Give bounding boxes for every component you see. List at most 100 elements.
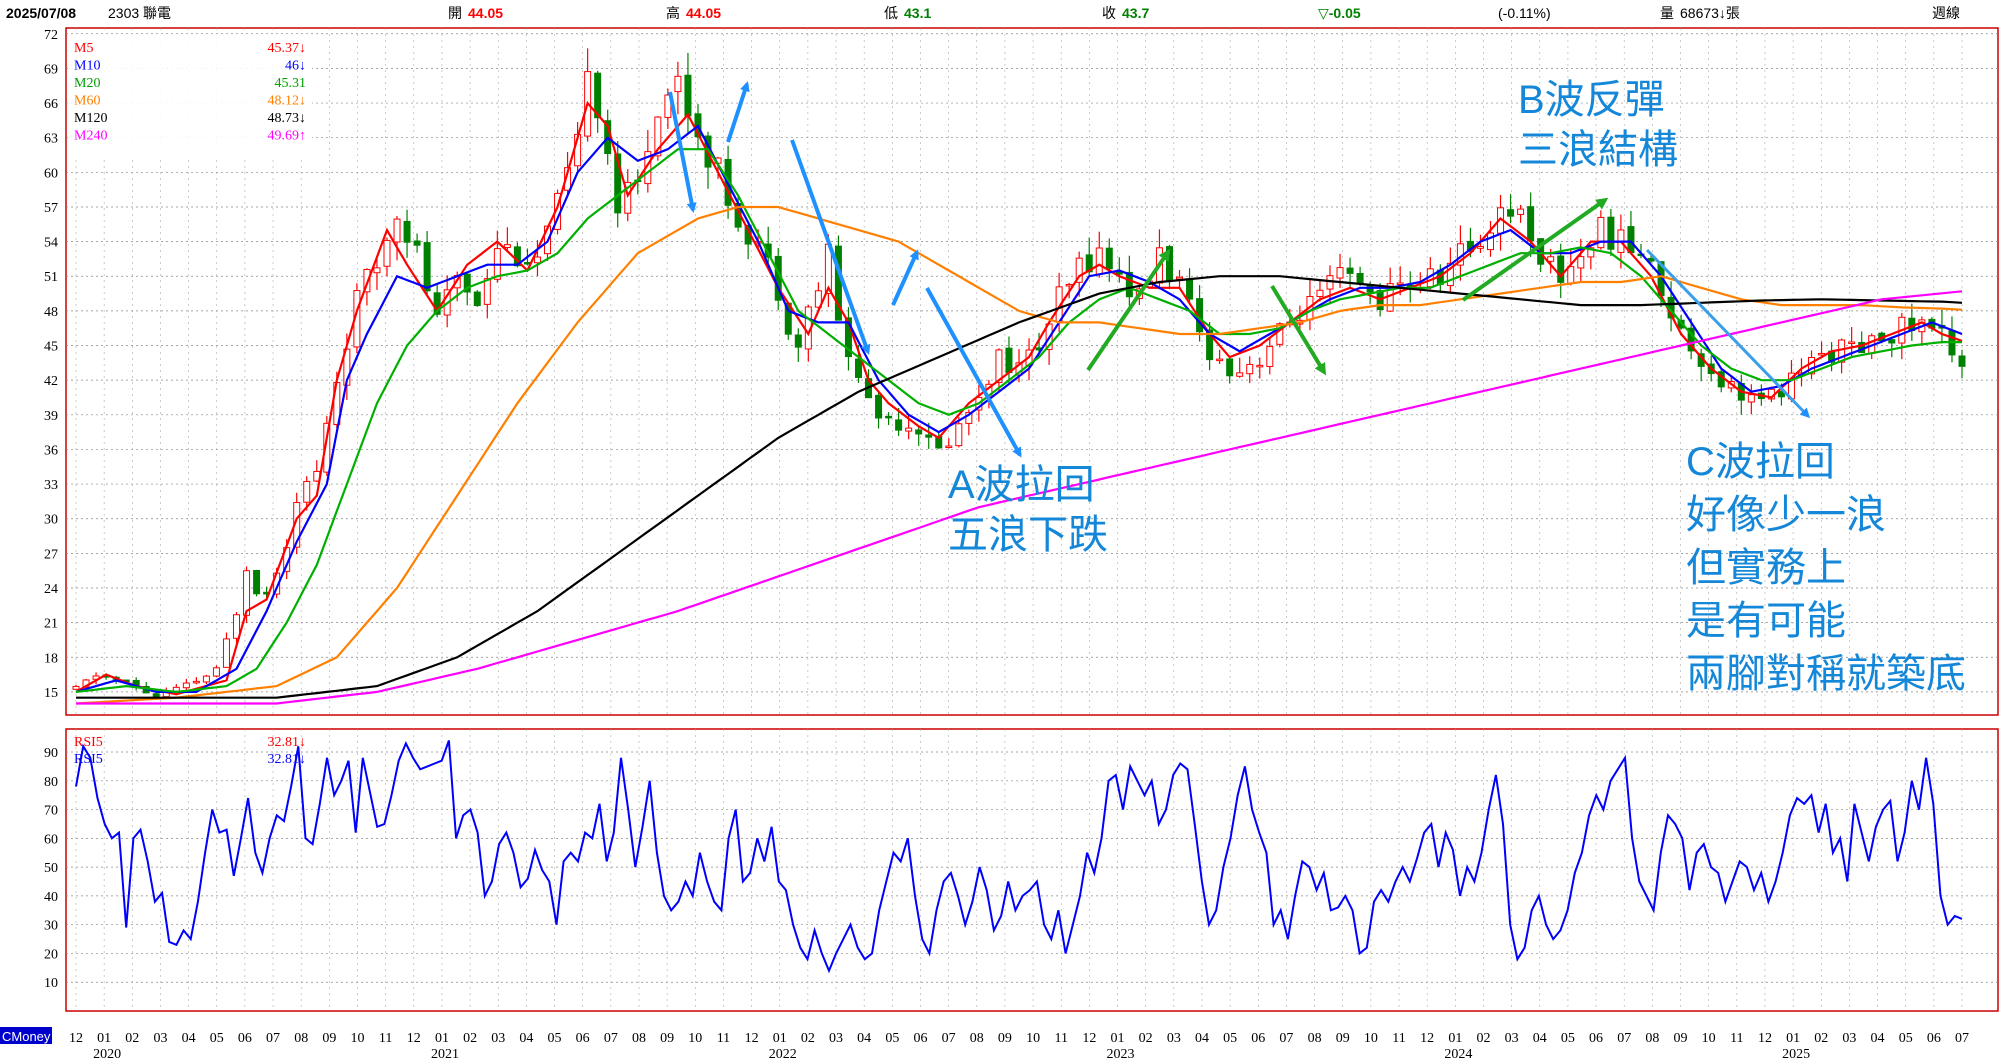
month-tick-label: 07 <box>1617 1031 1631 1046</box>
candle-body <box>182 682 190 689</box>
price-tick-label: 60 <box>44 166 58 181</box>
candle-body <box>533 256 541 264</box>
candle-body <box>393 218 401 243</box>
month-tick-label: 03 <box>153 1031 167 1046</box>
month-tick-label: 11 <box>379 1031 392 1046</box>
candle-body <box>1176 276 1184 280</box>
price-tick-label: 33 <box>44 478 58 493</box>
price-tick-label: 42 <box>44 374 58 389</box>
month-tick-label: 12 <box>1758 1031 1772 1046</box>
candle-body <box>503 244 511 248</box>
brand-badge <box>0 1027 52 1044</box>
header-period: 週線 <box>1932 5 1960 21</box>
month-tick-label: 06 <box>576 1031 590 1046</box>
annotation-b-line-2: 三浪結構 <box>1518 128 1678 172</box>
price-tick-label: 69 <box>44 62 58 77</box>
month-tick-label: 03 <box>829 1031 843 1046</box>
candle-body <box>323 422 331 473</box>
month-tick-label: 10 <box>350 1031 364 1046</box>
header-high-value: 44.05 <box>686 5 721 21</box>
candle-body <box>955 423 963 447</box>
month-tick-label: 09 <box>1336 1031 1350 1046</box>
price-tick-label: 66 <box>44 97 58 112</box>
legend-box <box>70 34 312 160</box>
candle-body <box>915 429 923 435</box>
candle-body <box>764 243 772 258</box>
candle-body <box>1005 347 1013 374</box>
price-tick-label: 51 <box>44 270 58 285</box>
candle-body <box>1777 391 1785 398</box>
candle-body <box>202 675 210 683</box>
annotation-c-line-4: 是有可能 <box>1686 599 1846 643</box>
ma-line-m120 <box>76 275 1963 699</box>
legend-label-m5: M5 <box>74 41 93 56</box>
candle-body <box>1517 208 1525 215</box>
month-tick-label: 05 <box>1223 1031 1237 1046</box>
candle-body <box>1316 289 1324 297</box>
month-tick-label: 04 <box>519 1031 533 1046</box>
candle-body <box>403 220 411 243</box>
rsi-line <box>75 740 1963 974</box>
header-close-value: 43.7 <box>1122 5 1149 21</box>
year-tick-label: 2022 <box>769 1047 797 1060</box>
rsi-tick-label: 50 <box>44 861 58 876</box>
month-tick-label: 07 <box>1955 1031 1969 1046</box>
header-bar: 2025/07/08 2303 聯電 開 44.05 高 44.05 低 43.… <box>6 5 1960 21</box>
rsi-panel-frame <box>65 728 1999 1012</box>
rsi-tick-label: 20 <box>44 947 58 962</box>
ma-line-m60 <box>75 205 1963 705</box>
legend-label-m20: M20 <box>74 76 100 91</box>
month-tick-label: 09 <box>998 1031 1012 1046</box>
candle-body <box>854 358 862 378</box>
candle-body <box>794 334 802 348</box>
year-tick-label: 2023 <box>1107 1047 1135 1060</box>
annotation-a-wave: A波拉回 五浪下跌 <box>948 463 1108 557</box>
candle-body <box>925 434 933 438</box>
annotation-a-line-1: A波拉回 <box>948 463 1095 507</box>
price-tick-label: 15 <box>44 686 58 701</box>
candle-body <box>1226 358 1234 377</box>
candle-body <box>383 239 391 267</box>
candle-body <box>905 427 913 432</box>
month-tick-label: 10 <box>1026 1031 1040 1046</box>
candle-body <box>192 680 200 684</box>
candle-body <box>1747 394 1755 403</box>
month-tick-label: 12 <box>407 1031 421 1046</box>
candle-body <box>1266 346 1274 367</box>
month-tick-label: 02 <box>1814 1031 1828 1046</box>
candle-body <box>1206 329 1214 361</box>
candle-body <box>684 74 692 117</box>
candle-body <box>363 268 371 293</box>
candle-body <box>624 181 632 214</box>
legend-value-m20: 45.31 <box>275 76 307 91</box>
candle-body <box>253 569 261 595</box>
wave-arrows <box>668 81 1811 458</box>
candle-body <box>995 349 1003 384</box>
candle-body <box>233 614 241 639</box>
candle-body <box>1095 247 1103 275</box>
rsi-tick-label: 60 <box>44 832 58 847</box>
month-tick-label: 10 <box>688 1031 702 1046</box>
header-open-label: 開 <box>448 5 462 21</box>
candle-body <box>483 278 491 305</box>
candle-body <box>1487 232 1494 251</box>
month-tick-label: 07 <box>604 1031 618 1046</box>
year-tick-label: 2024 <box>1444 1047 1472 1060</box>
rsi-legend-value: 32.81↓ <box>268 735 307 750</box>
rsi-legend: RSI5 32.81↓RSI5 32.81↓ <box>74 735 306 767</box>
ma-line-m10 <box>75 124 1963 693</box>
wave-arrow-a3 <box>790 139 871 355</box>
candle-body <box>1336 267 1344 279</box>
candle-body <box>1256 364 1264 368</box>
x-axis: 12 01 02 03 04 05 06 07 08 09 10 11 12 01 02 03 04 05 06 07… <box>69 1031 1969 1060</box>
price-tick-label: 18 <box>44 651 58 666</box>
month-tick-label: 05 <box>1899 1031 1913 1046</box>
annotation-c-line-2: 好像少一浪 <box>1686 493 1886 537</box>
legend-value-m60: 48.12↓ <box>268 94 307 109</box>
wave-arrow-c <box>1645 248 1811 419</box>
annotation-c-line-1: C波拉回 <box>1686 440 1835 484</box>
legend-label-m60: M60 <box>74 94 100 109</box>
candle-body <box>844 317 852 358</box>
month-tick-label: 10 <box>1702 1031 1716 1046</box>
header-pct: (-0.11%) <box>1498 5 1551 21</box>
